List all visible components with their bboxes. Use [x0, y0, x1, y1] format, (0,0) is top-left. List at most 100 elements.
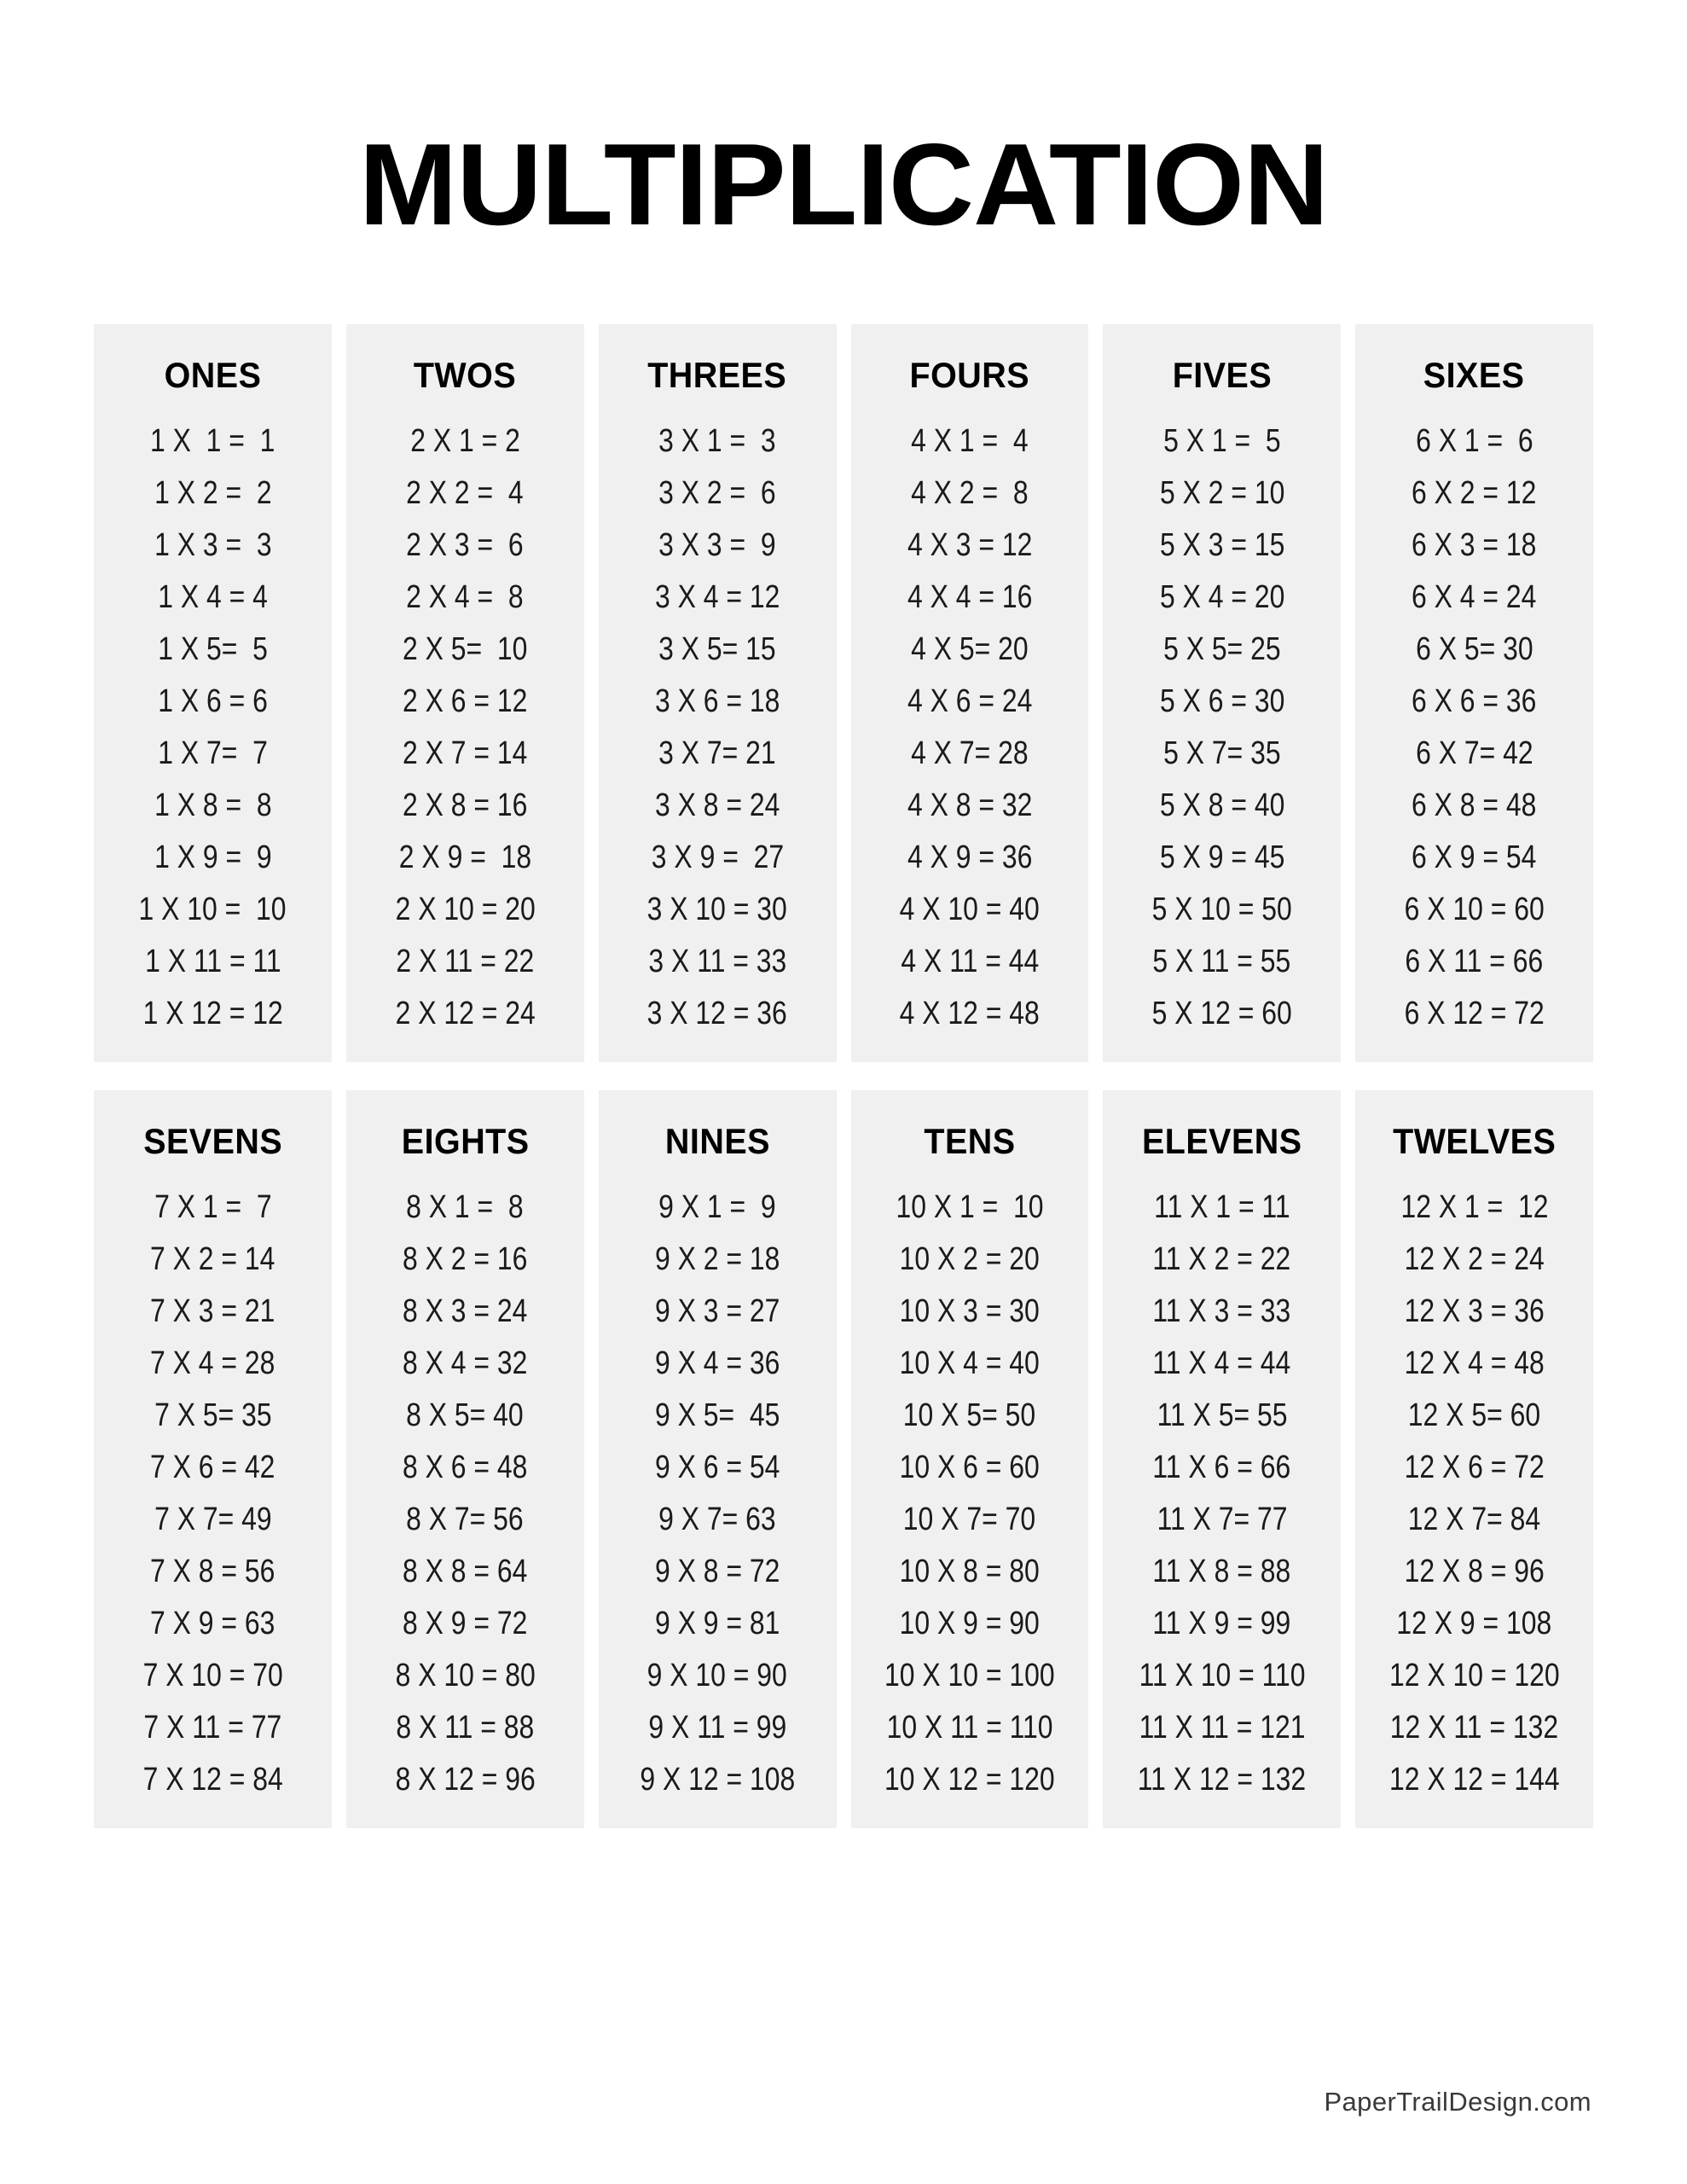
equation-row: 7 X 10 = 70	[142, 1658, 283, 1693]
equation-row: 1 X 1 = 1	[150, 423, 275, 459]
equation-row: 10 X 3 = 30	[899, 1293, 1040, 1329]
table-card-fives: FIVES 5 X 1 = 5 5 X 2 = 10 5 X 3 = 15 5 X 4 …	[1103, 324, 1342, 1062]
equation-row: 8 X 10 = 80	[395, 1658, 536, 1693]
equation-row: 8 X 5= 40	[406, 1397, 525, 1433]
table-rows: 5 X 1 = 5 5 X 2 = 10 5 X 3 = 15 5 X 4 = 20 5…	[1103, 425, 1341, 1030]
equation-row: 6 X 8 = 48	[1412, 787, 1537, 823]
equation-row: 3 X 5= 15	[658, 631, 776, 667]
equation-row: 6 X 5= 30	[1415, 631, 1533, 667]
equation-row: 11 X 6 = 66	[1152, 1449, 1291, 1485]
equation-row: 9 X 10 = 90	[646, 1658, 788, 1693]
equation-row: 8 X 11 = 88	[396, 1710, 535, 1745]
table-rows: 8 X 1 = 8 8 X 2 = 16 8 X 3 = 24 8 X 4 = 32 8…	[346, 1191, 584, 1796]
equation-row: 11 X 7= 77	[1157, 1502, 1288, 1537]
table-rows: 3 X 1 = 3 3 X 2 = 6 3 X 3 = 9 3 X 4 = 12 3 X…	[599, 425, 837, 1030]
equation-row: 9 X 12 = 108	[640, 1762, 796, 1798]
table-card-fours: FOURS 4 X 1 = 4 4 X 2 = 8 4 X 3 = 12 4 X 4 =…	[850, 324, 1089, 1062]
table-card-sevens: SEVENS 7 X 1 = 7 7 X 2 = 14 7 X 3 = 21 7 X 4…	[94, 1090, 332, 1828]
equation-row: 12 X 4 = 48	[1404, 1345, 1545, 1381]
title-area: MULTIPLICATION	[94, 0, 1593, 242]
equation-row: 3 X 4 = 12	[654, 579, 780, 615]
equation-row: 4 X 1 = 4	[911, 423, 1029, 459]
equation-row: 10 X 4 = 40	[899, 1345, 1040, 1381]
table-rows: 10 X 1 = 10 10 X 2 = 20 10 X 3 = 30 10 X 4 …	[851, 1191, 1089, 1796]
equation-row: 7 X 4 = 28	[150, 1345, 275, 1381]
equation-row: 1 X 4 = 4	[158, 579, 268, 615]
equation-row: 1 X 10 = 10	[138, 892, 287, 927]
equation-row: 5 X 2 = 10	[1159, 475, 1284, 511]
equation-row: 3 X 1 = 3	[658, 423, 776, 459]
equation-row: 2 X 5= 10	[403, 631, 528, 667]
table-card-twelves: TWELVES 12 X 1 = 12 12 X 2 = 24 12 X 3 = 36…	[1355, 1090, 1593, 1828]
equation-row: 2 X 2 = 4	[406, 475, 525, 511]
equation-row: 8 X 9 = 72	[403, 1606, 528, 1641]
equation-row: 5 X 9 = 45	[1159, 839, 1284, 875]
equation-row: 6 X 2 = 12	[1412, 475, 1537, 511]
equation-row: 1 X 11 = 11	[144, 944, 281, 979]
equation-row: 5 X 4 = 20	[1159, 579, 1284, 615]
equation-row: 3 X 7= 21	[658, 735, 776, 771]
equation-row: 8 X 6 = 48	[403, 1449, 528, 1485]
equation-row: 4 X 2 = 8	[911, 475, 1029, 511]
table-heading: TWELVES	[1392, 1121, 1557, 1161]
equation-row: 3 X 12 = 36	[646, 996, 788, 1031]
equation-row: 4 X 10 = 40	[899, 892, 1040, 927]
equation-row: 5 X 6 = 30	[1159, 683, 1284, 719]
equation-row: 12 X 3 = 36	[1404, 1293, 1545, 1329]
table-rows: 12 X 1 = 12 12 X 2 = 24 12 X 3 = 36 12 X 4 …	[1355, 1191, 1593, 1796]
equation-row: 11 X 4 = 44	[1152, 1345, 1291, 1381]
equation-row: 12 X 2 = 24	[1404, 1241, 1545, 1277]
equation-row: 6 X 6 = 36	[1412, 683, 1537, 719]
equation-row: 11 X 1 = 11	[1154, 1189, 1290, 1225]
equation-row: 9 X 1 = 9	[658, 1189, 776, 1225]
equation-row: 11 X 12 = 132	[1138, 1762, 1307, 1798]
page-title: MULTIPLICATION	[358, 119, 1329, 249]
equation-row: 11 X 9 = 99	[1152, 1606, 1291, 1641]
table-rows: 9 X 1 = 9 9 X 2 = 18 9 X 3 = 27 9 X 4 = 36 9…	[599, 1191, 837, 1796]
table-card-ones: ONES 1 X 1 = 1 1 X 2 = 2 1 X 3 = 3 1 X 4 = 4…	[94, 324, 332, 1062]
equation-row: 9 X 8 = 72	[654, 1554, 780, 1589]
table-rows: 7 X 1 = 7 7 X 2 = 14 7 X 3 = 21 7 X 4 = 28 7…	[94, 1191, 332, 1796]
equation-row: 1 X 6 = 6	[158, 683, 268, 719]
equation-row: 4 X 11 = 44	[901, 944, 1039, 979]
equation-row: 2 X 1 = 2	[409, 423, 520, 459]
equation-row: 2 X 12 = 24	[395, 996, 536, 1031]
equation-row: 7 X 9 = 63	[150, 1606, 275, 1641]
equation-row: 1 X 5= 5	[158, 631, 268, 667]
equation-row: 12 X 8 = 96	[1404, 1554, 1545, 1589]
equation-row: 4 X 8 = 32	[907, 787, 1033, 823]
equation-row: 10 X 11 = 110	[886, 1710, 1053, 1745]
equation-row: 4 X 6 = 24	[907, 683, 1033, 719]
equation-row: 10 X 9 = 90	[899, 1606, 1040, 1641]
equation-row: 1 X 9 = 9	[154, 839, 272, 875]
table-heading: TENS	[924, 1121, 1016, 1161]
equation-row: 3 X 6 = 18	[654, 683, 780, 719]
table-heading: THREES	[647, 355, 787, 395]
equation-row: 5 X 1 = 5	[1162, 423, 1281, 459]
equation-row: 3 X 10 = 30	[646, 892, 788, 927]
equation-row: 11 X 2 = 22	[1152, 1241, 1291, 1277]
equation-row: 8 X 12 = 96	[395, 1762, 536, 1798]
table-heading: ONES	[164, 355, 262, 395]
equation-row: 5 X 3 = 15	[1159, 527, 1284, 563]
equation-row: 3 X 3 = 9	[658, 527, 776, 563]
table-card-elevens: ELEVENS 11 X 1 = 11 11 X 2 = 22 11 X 3 = 33…	[1103, 1090, 1342, 1828]
equation-row: 4 X 4 = 16	[907, 579, 1033, 615]
equation-row: 10 X 5= 50	[903, 1397, 1036, 1433]
equation-row: 9 X 3 = 27	[654, 1293, 780, 1329]
equation-row: 7 X 8 = 56	[150, 1554, 275, 1589]
equation-row: 4 X 7= 28	[911, 735, 1029, 771]
equation-row: 1 X 12 = 12	[142, 996, 283, 1031]
equation-row: 10 X 1 = 10	[896, 1189, 1044, 1225]
equation-row: 12 X 9 = 108	[1396, 1606, 1552, 1641]
equation-row: 2 X 8 = 16	[403, 787, 528, 823]
equation-row: 9 X 9 = 81	[654, 1606, 780, 1641]
table-card-eights: EIGHTS 8 X 1 = 8 8 X 2 = 16 8 X 3 = 24 8 X 4…	[345, 1090, 584, 1828]
equation-row: 7 X 1 = 7	[154, 1189, 272, 1225]
equation-row: 10 X 8 = 80	[899, 1554, 1040, 1589]
equation-row: 11 X 11 = 121	[1139, 1710, 1306, 1745]
equation-row: 2 X 3 = 6	[406, 527, 525, 563]
watermark-credit: PaperTrailDesign.com	[1324, 2087, 1591, 2117]
equation-row: 9 X 11 = 99	[648, 1710, 786, 1745]
multiplication-tables-grid: ONES 1 X 1 = 1 1 X 2 = 2 1 X 3 = 3 1 X 4 = 4…	[94, 324, 1593, 1828]
